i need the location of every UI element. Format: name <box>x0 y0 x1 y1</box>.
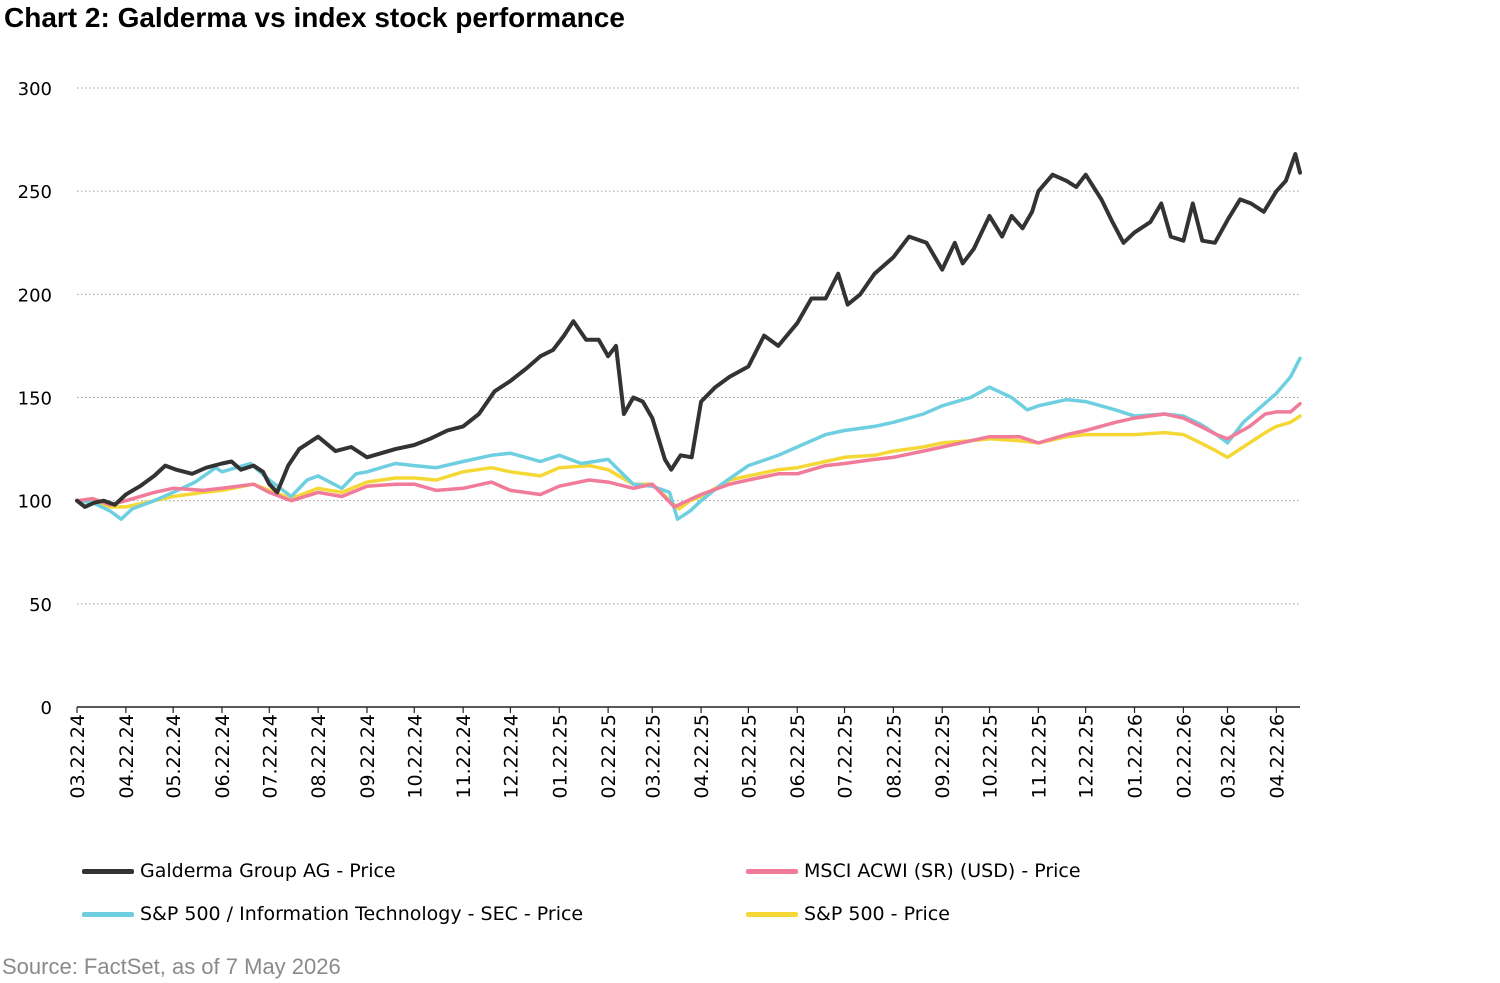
x-tick-label: 07.22.24 <box>259 714 281 799</box>
x-tick-label: 08.22.24 <box>308 714 330 799</box>
x-tick-label: 06.22.24 <box>212 714 234 799</box>
x-tick-label: 09.22.25 <box>932 714 954 799</box>
y-tick-label: 250 <box>18 182 52 203</box>
chart-title: Chart 2: Galderma vs index stock perform… <box>4 2 625 33</box>
x-tick-label: 12.22.25 <box>1076 714 1098 799</box>
x-tick-label: 09.22.24 <box>357 714 379 799</box>
x-tick-label: 04.22.24 <box>116 714 138 799</box>
x-tick-label: 10.22.24 <box>404 714 426 799</box>
series-line-1 <box>75 401 1302 509</box>
y-tick-label: 200 <box>18 285 52 306</box>
x-tick-label: 03.22.24 <box>67 714 89 799</box>
y-axis-tick-labels: 0 50 100 150 200 250 300 <box>18 79 52 719</box>
x-tick-label: 08.22.25 <box>883 714 905 799</box>
x-tick-label: 12.22.24 <box>500 714 522 799</box>
x-tick-label: 11.22.25 <box>1028 714 1050 799</box>
y-tick-label: 50 <box>29 595 52 616</box>
series-lines <box>75 152 1302 521</box>
x-tick-label: 03.22.25 <box>642 714 664 799</box>
x-tick-label: 04.22.25 <box>691 714 713 799</box>
x-tick-label: 01.22.25 <box>549 714 571 799</box>
x-tick-label: 02.22.25 <box>598 714 620 799</box>
y-tick-label: 300 <box>18 79 52 100</box>
x-tick-label: 05.22.24 <box>163 714 185 799</box>
y-tick-label: 150 <box>18 389 52 410</box>
series-line-3 <box>75 414 1302 511</box>
series-line-0 <box>75 152 1302 509</box>
x-tick-label: 01.22.26 <box>1125 714 1147 799</box>
y-tick-label: 100 <box>18 492 52 513</box>
x-tick-label: 11.22.24 <box>453 714 475 799</box>
x-tick-label: 02.22.26 <box>1173 714 1195 799</box>
x-axis-tick-labels: 03.22.24 04.22.24 05.22.24 06.22.24 07.22.24… <box>67 714 1288 799</box>
series-line-2 <box>75 356 1302 521</box>
y-tick-label: 0 <box>41 698 52 719</box>
grid-lines <box>77 87 1300 605</box>
source-note: Source: FactSet, as of 7 May 2026 <box>2 954 341 979</box>
x-axis <box>76 706 1300 713</box>
x-tick-label: 04.22.26 <box>1266 714 1288 799</box>
x-tick-label: 06.22.25 <box>787 714 809 799</box>
x-tick-label: 10.22.25 <box>980 714 1002 799</box>
x-tick-label: 03.22.26 <box>1218 714 1240 799</box>
x-tick-label: 07.22.25 <box>835 714 857 799</box>
x-tick-label: 05.22.25 <box>738 714 760 799</box>
